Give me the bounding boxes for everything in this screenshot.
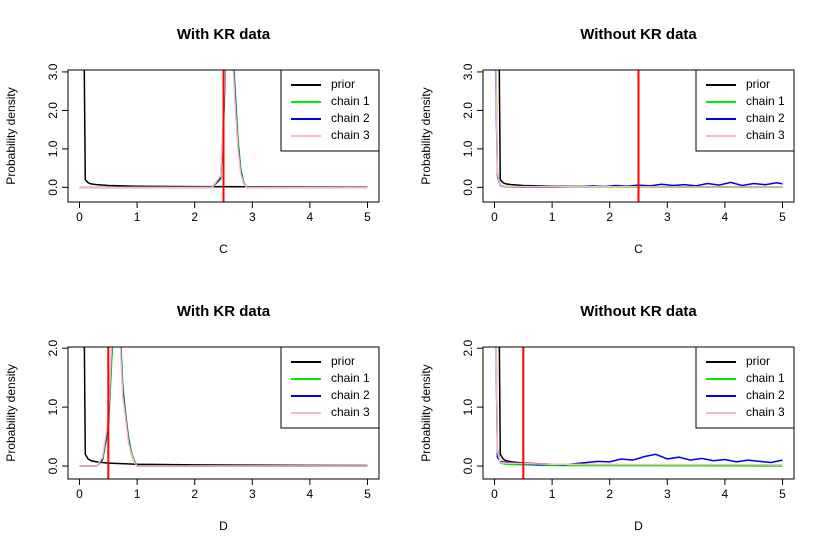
legend-label: chain 3 bbox=[331, 405, 370, 419]
x-tick-label: 0 bbox=[76, 487, 83, 501]
legend-label: chain 1 bbox=[331, 371, 370, 385]
x-tick-label: 0 bbox=[491, 210, 498, 224]
chart-title: Without KR data bbox=[580, 26, 697, 43]
panel: Without KR data C Probability density 0 1 2 3 4… bbox=[419, 26, 795, 256]
legend-label: chain 2 bbox=[746, 388, 785, 402]
y-tick-label: 3.0 bbox=[46, 63, 60, 80]
x-tick-label: 4 bbox=[722, 210, 729, 224]
density-line bbox=[83, 347, 368, 467]
y-tick-label: 1.0 bbox=[46, 140, 60, 157]
y-tick-label: 2.0 bbox=[46, 102, 60, 119]
x-tick-label: 0 bbox=[491, 487, 498, 501]
x-axis-label: C bbox=[219, 242, 228, 256]
x-tick-label: 5 bbox=[779, 210, 786, 224]
x-tick-label: 1 bbox=[134, 210, 141, 224]
y-tick-label: 0.0 bbox=[46, 457, 60, 474]
plot-area bbox=[79, 70, 368, 202]
density-line bbox=[79, 347, 368, 467]
x-tick-label: 3 bbox=[664, 210, 671, 224]
density-line bbox=[79, 70, 368, 189]
x-tick-label: 5 bbox=[779, 487, 786, 501]
y-axis-label: Probability density bbox=[419, 364, 433, 461]
panel: With KR data C Probability density 0 1 2 3 4 5 0.… bbox=[4, 26, 380, 256]
y-tick-label: 2.0 bbox=[46, 340, 60, 357]
x-axis-label: D bbox=[634, 519, 643, 533]
y-tick-label: 0.0 bbox=[461, 457, 475, 474]
x-axis-label: C bbox=[634, 242, 643, 256]
x-tick-label: 3 bbox=[664, 487, 671, 501]
legend-label: chain 2 bbox=[331, 388, 370, 402]
panel: Without KR data D Probability density 0 1 2 3 4… bbox=[419, 303, 795, 533]
y-tick-label: 2.0 bbox=[461, 340, 475, 357]
legend-box bbox=[280, 69, 380, 152]
x-tick-label: 2 bbox=[191, 487, 198, 501]
legend-box bbox=[695, 346, 795, 429]
x-axis-label: D bbox=[219, 519, 228, 533]
legend-label: chain 1 bbox=[746, 94, 785, 108]
x-tick-label: 0 bbox=[76, 210, 83, 224]
legend-label: chain 3 bbox=[331, 128, 370, 142]
y-tick-label: 1.0 bbox=[46, 398, 60, 415]
legend-label: chain 2 bbox=[331, 111, 370, 125]
x-tick-label: 5 bbox=[364, 210, 371, 224]
legend-label: chain 3 bbox=[746, 128, 785, 142]
x-tick-label: 4 bbox=[722, 487, 729, 501]
x-tick-label: 3 bbox=[249, 210, 256, 224]
legend-label: prior bbox=[746, 77, 770, 91]
chart-title: With KR data bbox=[177, 26, 271, 43]
density-line bbox=[495, 347, 783, 467]
plot-area bbox=[494, 70, 783, 202]
x-tick-label: 2 bbox=[191, 210, 198, 224]
y-axis-label: Probability density bbox=[4, 364, 18, 461]
y-tick-label: 3.0 bbox=[461, 63, 475, 80]
y-tick-label: 2.0 bbox=[461, 102, 475, 119]
density-line bbox=[495, 70, 783, 188]
chart-title: Without KR data bbox=[580, 303, 697, 320]
x-tick-label: 2 bbox=[606, 210, 613, 224]
y-tick-label: 1.0 bbox=[461, 398, 475, 415]
density-line bbox=[495, 347, 783, 466]
legend-label: prior bbox=[331, 354, 355, 368]
x-tick-label: 4 bbox=[307, 210, 314, 224]
legend-box bbox=[695, 69, 795, 152]
plot-area bbox=[79, 347, 368, 479]
y-tick-label: 0.0 bbox=[46, 179, 60, 196]
x-tick-label: 4 bbox=[307, 487, 314, 501]
x-tick-label: 1 bbox=[549, 210, 556, 224]
chart-title: With KR data bbox=[177, 303, 271, 320]
x-tick-label: 1 bbox=[134, 487, 141, 501]
legend-label: chain 1 bbox=[331, 94, 370, 108]
x-tick-label: 2 bbox=[606, 487, 613, 501]
legend-label: prior bbox=[746, 354, 770, 368]
x-tick-label: 3 bbox=[249, 487, 256, 501]
legend-label: chain 1 bbox=[746, 371, 785, 385]
plot-area bbox=[495, 347, 783, 479]
y-tick-label: 0.0 bbox=[461, 179, 475, 196]
legend-box bbox=[280, 346, 380, 429]
x-tick-label: 1 bbox=[549, 487, 556, 501]
x-tick-label: 5 bbox=[364, 487, 371, 501]
y-axis-label: Probability density bbox=[4, 87, 18, 184]
y-axis-label: Probability density bbox=[419, 87, 433, 184]
panel: With KR data D Probability density 0 1 2 3 4 5 0.… bbox=[4, 303, 380, 533]
y-tick-label: 1.0 bbox=[461, 140, 475, 157]
legend-label: chain 3 bbox=[746, 405, 785, 419]
legend-label: chain 2 bbox=[746, 111, 785, 125]
legend-label: prior bbox=[331, 77, 355, 91]
